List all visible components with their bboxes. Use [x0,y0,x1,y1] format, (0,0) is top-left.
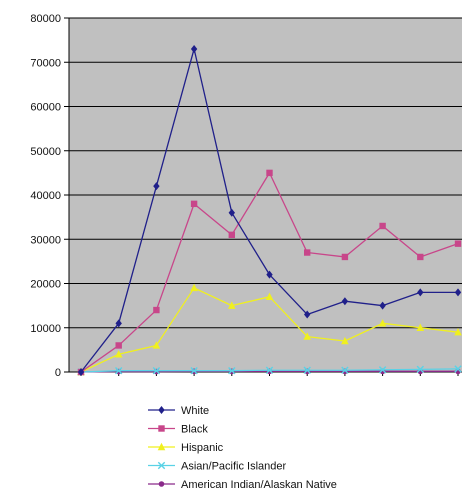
data-point [190,283,198,292]
legend-marker [157,461,166,470]
data-point [341,297,349,306]
data-point [114,350,123,358]
data-point [190,44,198,53]
data-point [190,200,198,208]
legend-item: Hispanic [148,442,224,454]
y-tick-label: 40000 [30,190,61,202]
legend-label: Hispanic [181,442,224,454]
legend-label: Black [181,424,208,436]
data-point [416,365,424,374]
legend: White Black Hispanic Asian/Pacific Islander… [148,405,337,491]
data-point [304,310,311,319]
y-tick-label: 80000 [30,13,61,25]
y-tick-label: 20000 [30,279,61,291]
data-point [115,342,122,349]
data-point [190,366,198,375]
data-point [265,292,274,300]
legend-label: Asian/Pacific Islander [181,461,286,473]
data-point [454,327,462,336]
y-axis: 0 10000 20000 30000 40000 50000 60000 70000 8000… [30,13,462,379]
legend-marker [158,406,165,414]
y-tick-label: 0 [55,367,61,379]
y-tick-label: 30000 [30,234,61,246]
data-point [454,240,462,247]
y-tick-label: 60000 [30,102,61,114]
data-point [341,253,349,261]
y-tick-label: 50000 [30,146,61,158]
data-point [379,301,386,310]
data-point [266,270,273,279]
series-hispanic [77,283,462,376]
series-group [77,44,462,376]
data-point [153,306,160,314]
data-point [341,336,349,345]
data-point [454,365,462,373]
data-point [378,366,387,374]
data-point [266,169,273,177]
data-point [115,319,122,328]
data-point [115,366,123,375]
legend-item: American Indian/Alaskan Native [148,479,337,491]
data-point [416,323,425,331]
data-point [152,341,161,349]
legend-item: Black [148,424,208,436]
data-point [417,253,424,261]
data-point [378,319,387,327]
data-point [265,366,274,374]
data-point [228,366,236,375]
legend-marker [158,481,165,487]
data-point [77,368,85,376]
series-asian-pacific-islander [77,365,462,376]
data-point [417,288,424,297]
data-point [228,208,235,217]
y-tick-label: 70000 [30,57,61,69]
data-point [152,366,161,375]
plot-area [69,17,462,372]
legend-marker [158,425,165,432]
y-tick-label: 10000 [30,323,61,335]
data-point [341,366,349,374]
data-point [228,231,235,239]
legend-item: White [148,405,209,417]
data-point [303,366,311,374]
data-point [379,222,386,230]
data-point [303,332,311,340]
legend-label: American Indian/Alaskan Native [181,479,337,491]
legend-item: Asian/Pacific Islander [148,461,286,473]
data-point [304,249,311,256]
legend-marker [157,442,166,451]
data-point [228,301,236,309]
data-point [454,288,462,297]
series-white [77,44,462,376]
data-point [153,182,160,191]
legend-label: White [181,405,209,417]
